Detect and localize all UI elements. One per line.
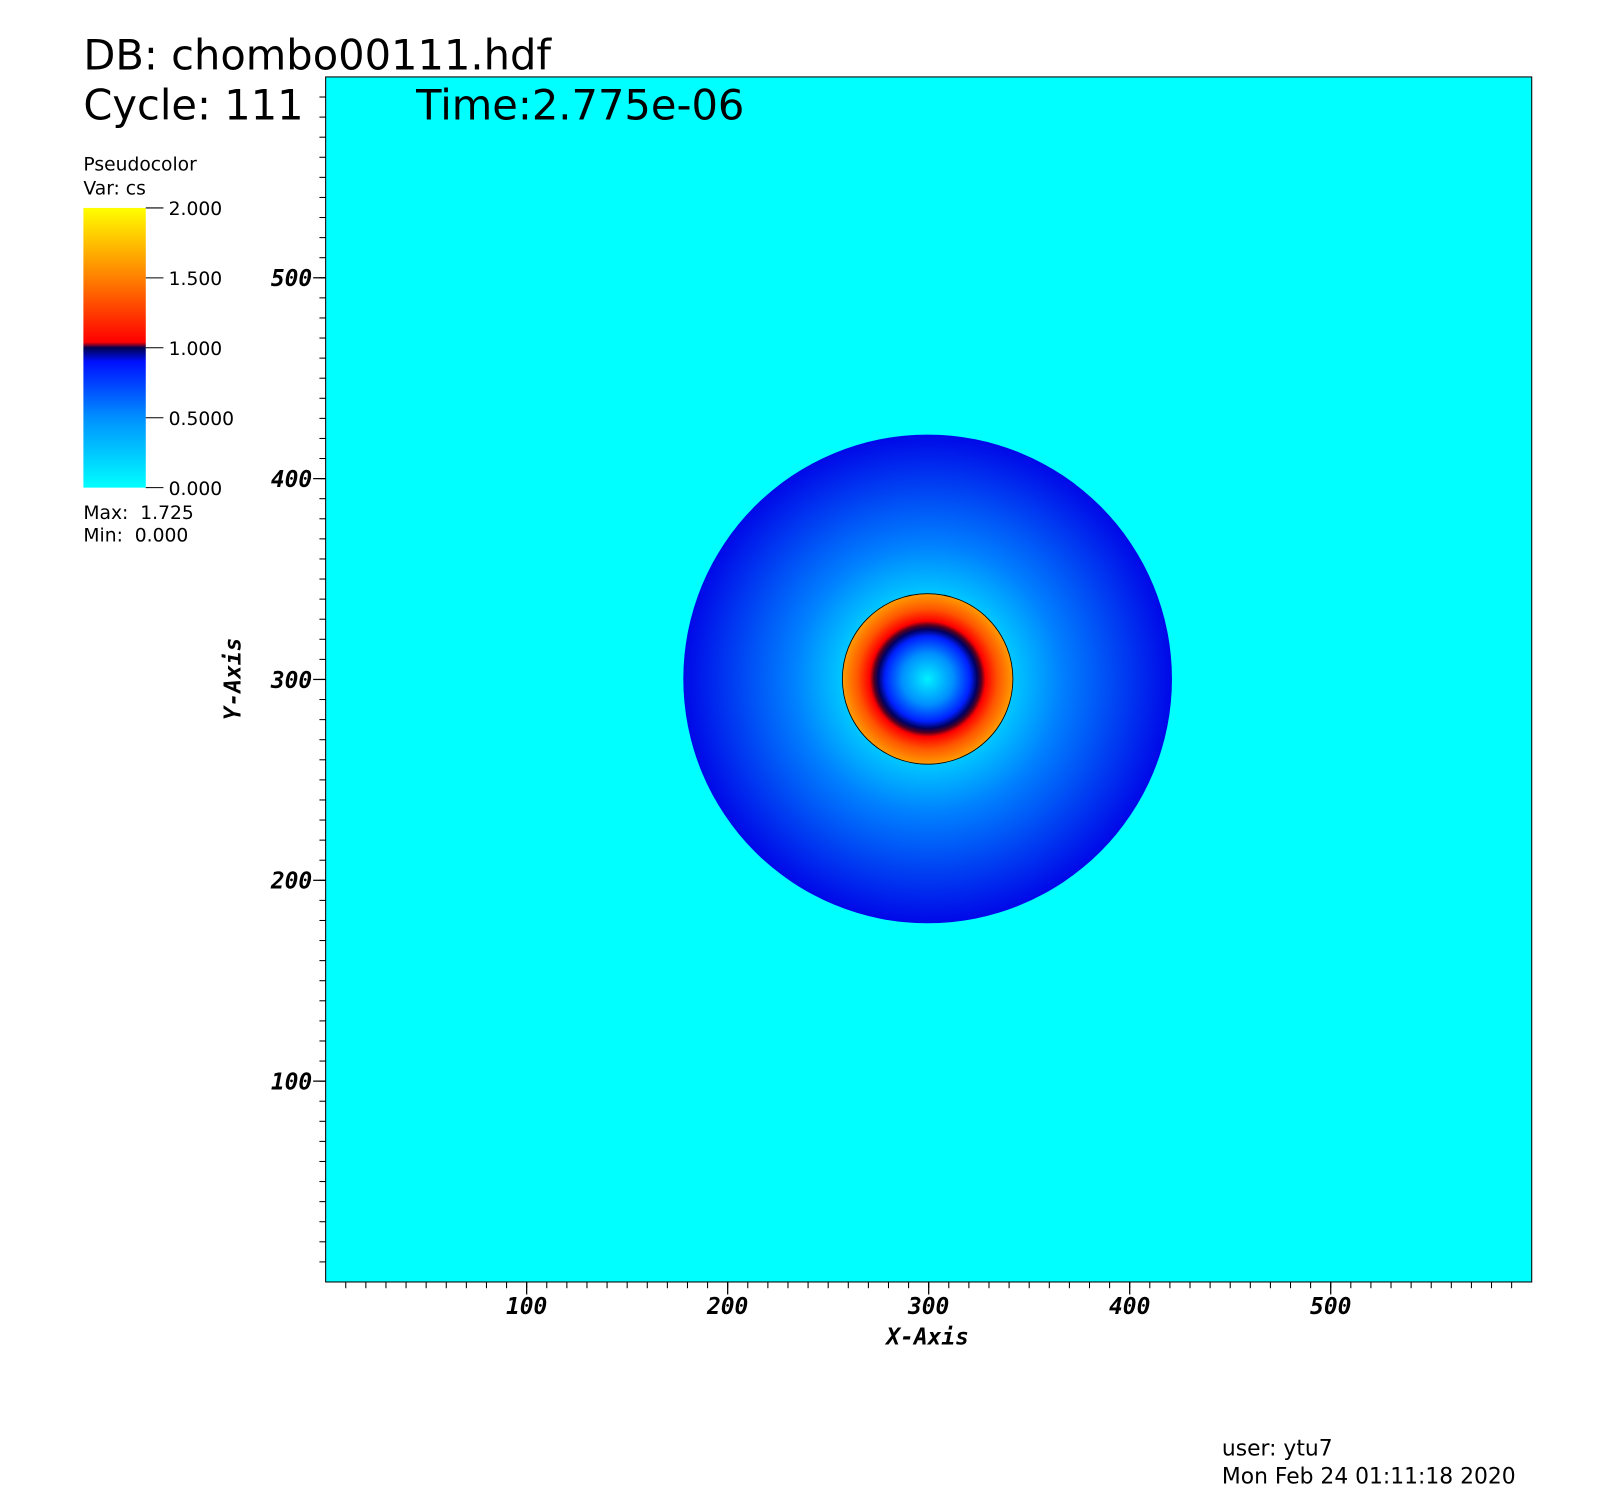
footer-user: user: ytu7 <box>1222 1437 1333 1462</box>
cycle: Cycle: 111 <box>83 81 303 130</box>
x-axis-label: X-Axis <box>884 1324 969 1350</box>
time: Time:2.775e-06 <box>415 81 744 130</box>
y-tick-label: 500 <box>271 266 312 292</box>
x-tick-label: 200 <box>706 1294 748 1320</box>
legend-plot: Pseudocolor <box>83 155 197 176</box>
x-tick-label: 300 <box>907 1294 949 1320</box>
colorbar-tick-label: 1.000 <box>169 339 223 360</box>
colorbar <box>83 207 146 488</box>
axes: 100 200 300 400 500 100 200 300 400 500 <box>270 96 1513 1320</box>
inner-shell <box>841 593 1014 765</box>
colorbar-tick-label: 0.000 <box>169 479 223 500</box>
x-tick-label: 400 <box>1109 1294 1150 1320</box>
y-axis-label: Y-Axis <box>220 638 246 721</box>
db-title: DB: chombo00111.hdf <box>83 31 552 80</box>
colorbar-tick-label: 0.5000 <box>169 409 234 430</box>
y-tick-label: 100 <box>271 1069 312 1095</box>
legend-max: Max: 1.725 <box>83 503 193 524</box>
x-tick-label: 500 <box>1310 1294 1351 1320</box>
colorbar-tick-label: 1.500 <box>169 269 223 290</box>
x-tick-label: 100 <box>506 1294 547 1320</box>
colorbar-tick-label: 2.000 <box>169 199 223 220</box>
y-tick-label: 400 <box>271 467 312 493</box>
legend-variable: Var: cs <box>83 178 145 199</box>
y-tick-label: 200 <box>270 869 312 895</box>
y-tick-label: 300 <box>270 668 312 694</box>
footer-date: Mon Feb 24 01:11:18 2020 <box>1222 1465 1516 1490</box>
plot-area <box>325 76 1533 1283</box>
legend-min: Min: 0.000 <box>83 526 188 547</box>
